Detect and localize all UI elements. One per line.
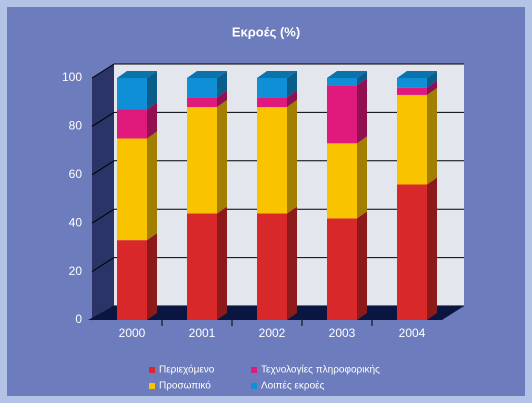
legend-label: Τεχνολογίες πληροφορικής bbox=[261, 364, 380, 376]
bar bbox=[327, 218, 357, 320]
bar bbox=[257, 107, 287, 214]
bar-side bbox=[287, 206, 297, 320]
bar-side bbox=[427, 87, 437, 185]
bar bbox=[327, 85, 357, 144]
bar bbox=[187, 107, 217, 214]
x-tick-label: 2001 bbox=[189, 326, 216, 340]
chart-title: Εκροές (%) bbox=[232, 24, 300, 39]
bar bbox=[117, 78, 147, 110]
bar bbox=[187, 78, 217, 98]
legend-swatch bbox=[251, 383, 257, 389]
bar-top bbox=[187, 71, 227, 78]
bar-side bbox=[427, 80, 437, 95]
bar-side bbox=[357, 211, 367, 320]
bar-side bbox=[427, 177, 437, 320]
bar-side bbox=[217, 71, 227, 98]
bar bbox=[327, 78, 357, 86]
x-tick-label: 2003 bbox=[329, 326, 356, 340]
bar bbox=[117, 138, 147, 241]
bar bbox=[397, 94, 427, 185]
bar bbox=[117, 240, 147, 320]
bar bbox=[257, 213, 287, 320]
bar bbox=[257, 97, 287, 108]
bar bbox=[187, 213, 217, 320]
bar-top bbox=[257, 71, 297, 78]
legend-swatch bbox=[149, 367, 155, 373]
legend-swatch bbox=[251, 367, 257, 373]
bar-top bbox=[327, 71, 367, 78]
legend-label: Περιεχόμενο bbox=[159, 364, 215, 376]
grid-line-side bbox=[91, 160, 115, 176]
y-tick-label: 0 bbox=[75, 312, 82, 326]
bar bbox=[187, 97, 217, 108]
bar bbox=[327, 143, 357, 219]
side-wall bbox=[92, 64, 114, 320]
y-tick-label: 100 bbox=[62, 70, 82, 84]
y-tick-label: 20 bbox=[69, 264, 83, 278]
bar-side bbox=[217, 206, 227, 320]
grid-line-side bbox=[91, 111, 115, 127]
bar-side bbox=[287, 71, 297, 98]
bar-side bbox=[357, 71, 367, 86]
bar-side bbox=[357, 136, 367, 219]
bar-top bbox=[117, 71, 157, 78]
x-tick-label: 2004 bbox=[399, 326, 426, 340]
bar bbox=[397, 78, 427, 88]
grid-line-side bbox=[91, 208, 115, 224]
x-tick-label: 2000 bbox=[119, 326, 146, 340]
bar bbox=[257, 78, 287, 98]
bar-side bbox=[147, 102, 157, 139]
bar-side bbox=[427, 71, 437, 88]
bar-side bbox=[147, 233, 157, 320]
y-tick-label: 80 bbox=[69, 119, 83, 133]
legend-swatch bbox=[149, 383, 155, 389]
y-tick-label: 40 bbox=[69, 215, 83, 229]
bar-side bbox=[217, 90, 227, 108]
bar-side bbox=[217, 100, 227, 214]
bar-side bbox=[287, 90, 297, 108]
legend-label: Λοιπές εκροές bbox=[261, 380, 325, 392]
bar-side bbox=[287, 100, 297, 214]
x-tick-label: 2002 bbox=[259, 326, 286, 340]
bar-side bbox=[147, 131, 157, 241]
y-tick-label: 60 bbox=[69, 167, 83, 181]
bar bbox=[397, 87, 427, 95]
grid-line-side bbox=[91, 63, 115, 79]
bar bbox=[117, 109, 147, 139]
legend-label: Προσωπικό bbox=[159, 380, 211, 392]
bar-side bbox=[357, 78, 367, 144]
bar-top bbox=[397, 71, 437, 78]
grid-line-side bbox=[91, 257, 115, 273]
bar-side bbox=[147, 71, 157, 110]
bar bbox=[397, 184, 427, 320]
